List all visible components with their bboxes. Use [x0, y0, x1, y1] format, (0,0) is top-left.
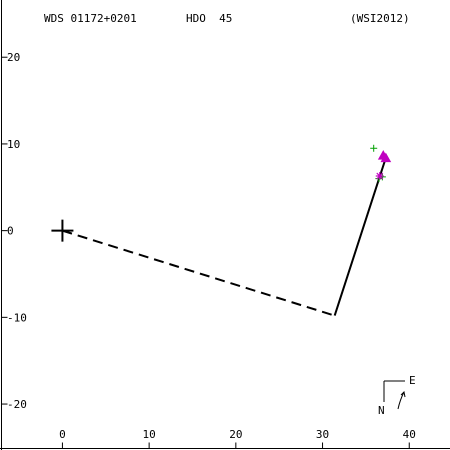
dashed-line — [62, 229, 335, 317]
x-tick-label: 0 — [59, 428, 66, 441]
y-tick-label: 0 — [7, 225, 14, 238]
y-tick-label: 20 — [7, 51, 20, 64]
x-tick-label: 20 — [229, 428, 242, 441]
compass-east-label: E — [409, 374, 416, 387]
compass-arrowhead — [400, 390, 406, 398]
solid-line — [333, 157, 387, 316]
y-tick-label: -10 — [7, 311, 27, 324]
primary-star-marker — [51, 219, 74, 242]
reference-label: (WSI2012) — [350, 12, 410, 25]
plus-point — [370, 144, 378, 152]
x-tick-label: 10 — [143, 428, 156, 441]
wds-id-label: WDS 01172+0201 — [44, 12, 137, 25]
observation-points — [370, 144, 392, 183]
asterisk-point — [375, 172, 384, 181]
y-tick-label: 10 — [7, 138, 20, 151]
discoverer-label: HDO 45 — [186, 12, 232, 25]
x-tick-label: 40 — [403, 428, 416, 441]
compass-north-label: N — [378, 404, 385, 417]
asterisk-d2 — [376, 172, 384, 180]
x-tick-label: 30 — [316, 428, 329, 441]
orbit-lines — [51, 157, 387, 317]
triangle-point — [380, 152, 392, 163]
y-tick-label: -20 — [7, 398, 27, 411]
compass: N E — [378, 374, 416, 417]
